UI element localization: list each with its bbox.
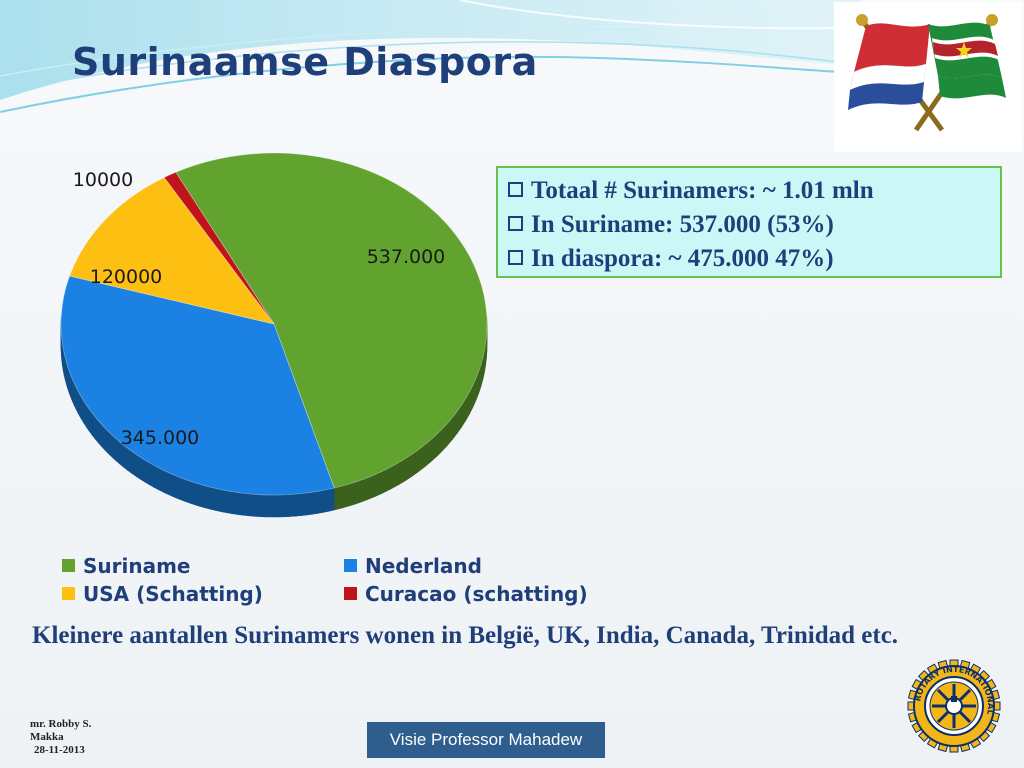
legend-item-curacao: Curacao (schatting) — [344, 582, 588, 606]
pie-slice-nederland-side — [300, 492, 307, 516]
pie-slice-nederland-side — [183, 478, 190, 504]
author-name-line: Makka — [30, 731, 64, 743]
pie-slice-suriname-side — [350, 480, 360, 506]
data-label-suriname: 537.000 — [367, 246, 446, 268]
footnote-text: Kleinere aantallen Surinamers wonen in B… — [32, 622, 899, 649]
legend-swatch — [62, 559, 75, 572]
pie-slice-nederland-side — [115, 437, 120, 465]
pie-slice-nederland-side — [254, 494, 262, 517]
header-wave-decoration — [0, 0, 860, 113]
pie-slice-nederland-side — [108, 430, 113, 458]
netherlands-suriname-flags-icon — [834, 2, 1022, 152]
pie-slice-nederland-side — [289, 493, 296, 517]
pie-slice-nederland-side — [232, 491, 239, 515]
author-name-line: mr. Robby S. — [30, 718, 92, 730]
legend-label: USA (Schatting) — [83, 582, 263, 606]
pie-slice-suriname-side — [358, 477, 368, 504]
legend-label: Curacao (schatting) — [365, 582, 588, 606]
pie-slice-nederland-side — [306, 491, 313, 516]
pie-slice-nederland-side — [221, 489, 228, 514]
pie-slice-nederland-side — [194, 482, 201, 507]
pie-slice-nederland-side — [127, 447, 133, 474]
pie-slice-nederland-side — [226, 490, 233, 515]
legend-label: Nederland — [365, 554, 482, 578]
checkbox-bullet-icon — [508, 182, 523, 197]
summary-text: Totaal # Surinamers: ~ 1.01 mln — [531, 177, 874, 204]
pie-slice-nederland-side — [111, 434, 117, 462]
pie-slice-suriname-side — [382, 466, 391, 494]
pie-slice-nederland-side — [204, 485, 211, 510]
pie-slice-nederland-side — [237, 492, 245, 516]
pie-slice-nederland-side — [322, 488, 330, 513]
pie-slice-nederland-side — [283, 494, 290, 518]
summary-box: Totaal # Surinamers: ~ 1.01 mln In Surin… — [496, 166, 1002, 278]
pie-slice-nederland-side — [215, 488, 222, 513]
pie-slice-nederland — [60, 275, 335, 496]
pie-slice-nederland-side — [131, 450, 137, 477]
checkbox-bullet-icon — [508, 216, 523, 231]
pie-slice-nederland-side — [101, 423, 106, 451]
pie-slice-nederland-side — [311, 491, 318, 515]
pie-slice-nederland-side — [144, 459, 150, 486]
pie-slice-nederland-side — [266, 494, 273, 518]
pie-slice-nederland-side — [249, 493, 256, 517]
page-title: Surinaamse Diaspora — [72, 40, 538, 84]
legend-item-usa: USA (Schatting) — [62, 582, 263, 606]
pie-slice-nederland-side — [158, 467, 165, 493]
pie-slice-nederland-side — [328, 487, 335, 512]
pie-slice-suriname — [175, 152, 488, 489]
summary-text: In Suriname: 537.000 (53%) — [531, 211, 834, 238]
pie-slice-nederland-side — [277, 494, 285, 518]
pie-slice-nederland-side — [294, 493, 302, 517]
legend-item-suriname: Suriname — [62, 554, 191, 578]
pie-slice-nederland-side — [149, 462, 155, 488]
legend-label: Suriname — [83, 554, 191, 578]
data-label-usa: 120000 — [90, 266, 163, 288]
pie-slice-nederland-side — [168, 472, 175, 498]
pie-slice-nederland-side — [272, 494, 279, 518]
pie-slice-curacao — [163, 171, 275, 325]
pie-slice-nederland-side — [163, 469, 170, 496]
pie-slice-suriname-side — [342, 483, 352, 509]
summary-line-suriname: In Suriname: 537.000 (53%) — [508, 208, 990, 242]
author-info: mr. Robby S. Makka 28-11-2013 — [30, 718, 91, 757]
pie-slice-suriname-side — [374, 470, 384, 497]
pie-slice-suriname-side — [333, 485, 344, 511]
pie-slice-nederland-side — [140, 456, 146, 483]
pie-slice-nederland-side — [188, 480, 195, 506]
pie-slice-nederland-side — [199, 483, 206, 509]
summary-line-diaspora: In diaspora: ~ 475.000 47%) — [508, 242, 990, 276]
date-label: 28-11-2013 — [34, 744, 85, 756]
summary-text: In diaspora: ~ 475.000 47%) — [531, 245, 834, 272]
pie-slice-usa — [69, 176, 275, 325]
pie-slice-nederland-side — [178, 476, 185, 502]
pie-slice-nederland-side — [104, 427, 109, 455]
legend-swatch — [62, 587, 75, 600]
footer-label: Visie Professor Mahadew — [367, 722, 605, 758]
checkbox-bullet-icon — [508, 250, 523, 265]
legend-item-nederland: Nederland — [344, 554, 482, 578]
rotary-international-logo-icon: ROTARY INTERNATIONAL — [904, 656, 1004, 756]
legend-swatch — [344, 587, 357, 600]
pie-slice-nederland-side — [153, 464, 160, 491]
pie-slice-nederland-side — [173, 474, 180, 500]
pie-slice-nederland-side — [210, 486, 217, 511]
pie-slice-nederland-side — [243, 492, 250, 517]
summary-line-total: Totaal # Surinamers: ~ 1.01 mln — [508, 174, 990, 208]
data-label-curacao: 10000 — [73, 169, 133, 191]
legend-swatch — [344, 559, 357, 572]
pie-slice-suriname-side — [367, 474, 376, 501]
pie-slice-nederland-side — [260, 494, 267, 518]
pie-slice-nederland-side — [317, 490, 324, 514]
pie-slice-nederland-side — [135, 453, 141, 480]
data-label-nederland: 345.000 — [121, 427, 200, 449]
